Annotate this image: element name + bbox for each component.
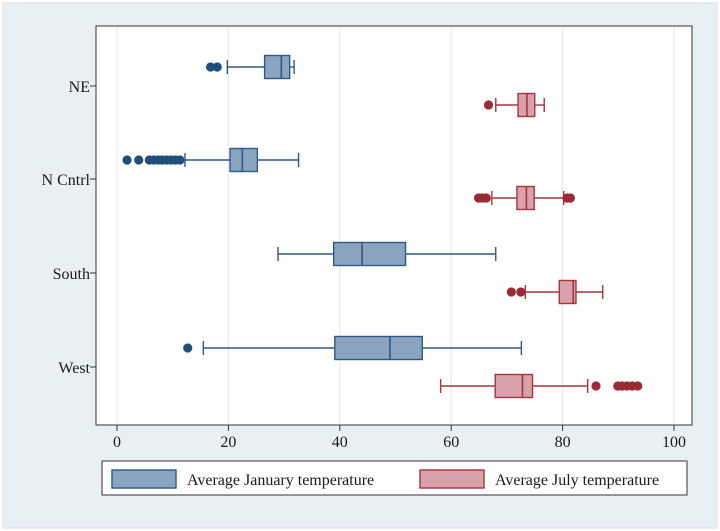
box-average-july-temperature-n-cntrl bbox=[473, 185, 575, 211]
x-tick-label-80: 80 bbox=[555, 434, 571, 451]
box-average-january-temperature-ne bbox=[205, 54, 295, 80]
legend-swatch-average-january-temperature bbox=[111, 469, 177, 489]
box-average-january-temperature-west bbox=[183, 335, 523, 361]
legend: Average January temperature Average July … bbox=[101, 460, 688, 496]
outlier-average-january-temperature-west-0 bbox=[183, 343, 193, 353]
outlier-average-july-temperature-n-cntrl-2 bbox=[481, 193, 491, 203]
iqr-box-average-july-temperature-west bbox=[494, 373, 534, 399]
box-average-january-temperature-south bbox=[277, 241, 497, 267]
axis-layer: 0 20 40 60 80 100 NE N Cntrl South West bbox=[42, 79, 686, 451]
outlier-average-july-temperature-west-5 bbox=[633, 381, 643, 391]
y-tick-label-n-cntrl: N Cntrl bbox=[42, 172, 91, 189]
iqr-box-average-january-temperature-n-cntrl bbox=[229, 147, 259, 173]
plot-area bbox=[95, 25, 693, 426]
outlier-average-january-temperature-n-cntrl-9 bbox=[175, 155, 185, 165]
y-tick-label-west: West bbox=[58, 360, 90, 377]
outlier-average-july-temperature-south-0 bbox=[506, 287, 516, 297]
outlier-average-january-temperature-ne-0 bbox=[205, 62, 216, 72]
legend-swatch-average-july-temperature bbox=[419, 469, 485, 489]
box-average-july-temperature-west bbox=[439, 373, 643, 399]
iqr-box-average-january-temperature-west bbox=[334, 335, 423, 361]
box-average-july-temperature-ne bbox=[483, 92, 545, 118]
outlier-average-july-temperature-south-1 bbox=[516, 287, 526, 297]
outlier-average-july-temperature-ne-0 bbox=[483, 100, 494, 110]
x-tick-label-40: 40 bbox=[332, 434, 348, 451]
outlier-average-january-temperature-n-cntrl-1 bbox=[134, 155, 144, 165]
y-tick-label-ne: NE bbox=[69, 79, 90, 96]
box-average-january-temperature-n-cntrl bbox=[122, 147, 300, 173]
x-tick-label-100: 100 bbox=[662, 434, 686, 451]
iqr-box-average-january-temperature-south bbox=[332, 241, 407, 267]
box-average-july-temperature-south bbox=[506, 279, 604, 305]
legend-frame bbox=[101, 460, 688, 496]
outlier-average-july-temperature-west-0 bbox=[591, 381, 601, 391]
legend-label-average-january-temperature: Average January temperature bbox=[187, 472, 374, 489]
iqr-box-average-july-temperature-south bbox=[558, 279, 577, 305]
box-layer bbox=[122, 54, 643, 399]
y-tick-label-south: South bbox=[53, 266, 90, 283]
x-tick-label-20: 20 bbox=[220, 434, 236, 451]
outlier-average-july-temperature-n-cntrl-4 bbox=[565, 193, 575, 203]
grid-lines bbox=[116, 27, 675, 424]
x-tick-label-0: 0 bbox=[113, 434, 121, 451]
iqr-box-average-july-temperature-n-cntrl bbox=[516, 185, 535, 211]
legend-label-average-july-temperature: Average July temperature bbox=[495, 472, 659, 489]
x-tick-label-60: 60 bbox=[443, 434, 459, 451]
outlier-average-january-temperature-n-cntrl-0 bbox=[122, 155, 132, 165]
outlier-average-january-temperature-ne-1 bbox=[212, 62, 222, 72]
iqr-box-average-january-temperature-ne bbox=[263, 54, 291, 80]
